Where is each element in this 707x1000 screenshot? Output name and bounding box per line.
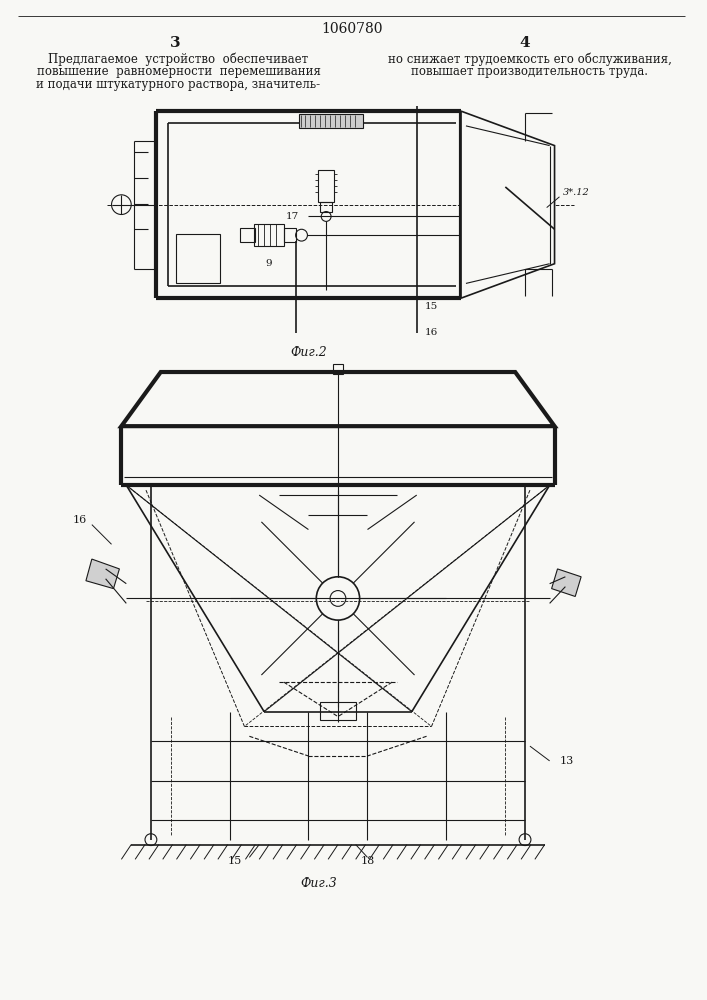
Text: 1060780: 1060780 <box>321 22 382 36</box>
Text: Фиг.3: Фиг.3 <box>300 877 337 890</box>
Bar <box>284 228 296 242</box>
Text: 4: 4 <box>520 36 530 50</box>
Bar <box>255 224 284 246</box>
Bar <box>333 364 343 374</box>
Text: 3*.12: 3*.12 <box>563 188 589 197</box>
Text: 3: 3 <box>170 36 181 50</box>
Text: но снижает трудоемкость его обслуживания,: но снижает трудоемкость его обслуживания… <box>388 52 672 66</box>
Text: 15: 15 <box>228 856 242 866</box>
Text: 16: 16 <box>72 515 86 525</box>
Polygon shape <box>461 111 554 298</box>
Text: 16: 16 <box>425 328 438 337</box>
Text: Фиг.2: Фиг.2 <box>290 346 327 359</box>
Bar <box>298 114 363 128</box>
Bar <box>240 228 255 242</box>
Text: повышает производительность труда.: повышает производительность труда. <box>411 65 648 78</box>
Text: 13: 13 <box>559 756 573 766</box>
Text: 9: 9 <box>266 259 272 268</box>
Text: 17: 17 <box>286 212 298 221</box>
Polygon shape <box>122 372 554 426</box>
Bar <box>320 702 356 720</box>
Text: 18: 18 <box>361 856 375 866</box>
Text: повышение  равномерности  перемешивания: повышение равномерности перемешивания <box>37 65 320 78</box>
Text: и подачи штукатурного раствора, значитель-: и подачи штукатурного раствора, значител… <box>37 78 320 91</box>
Bar <box>175 234 220 283</box>
Polygon shape <box>86 559 119 589</box>
Bar <box>318 170 334 202</box>
Bar <box>320 202 332 212</box>
Polygon shape <box>551 569 581 596</box>
Text: 15: 15 <box>425 302 438 311</box>
Text: Предлагаемое  устройство  обеспечивает: Предлагаемое устройство обеспечивает <box>48 52 308 66</box>
